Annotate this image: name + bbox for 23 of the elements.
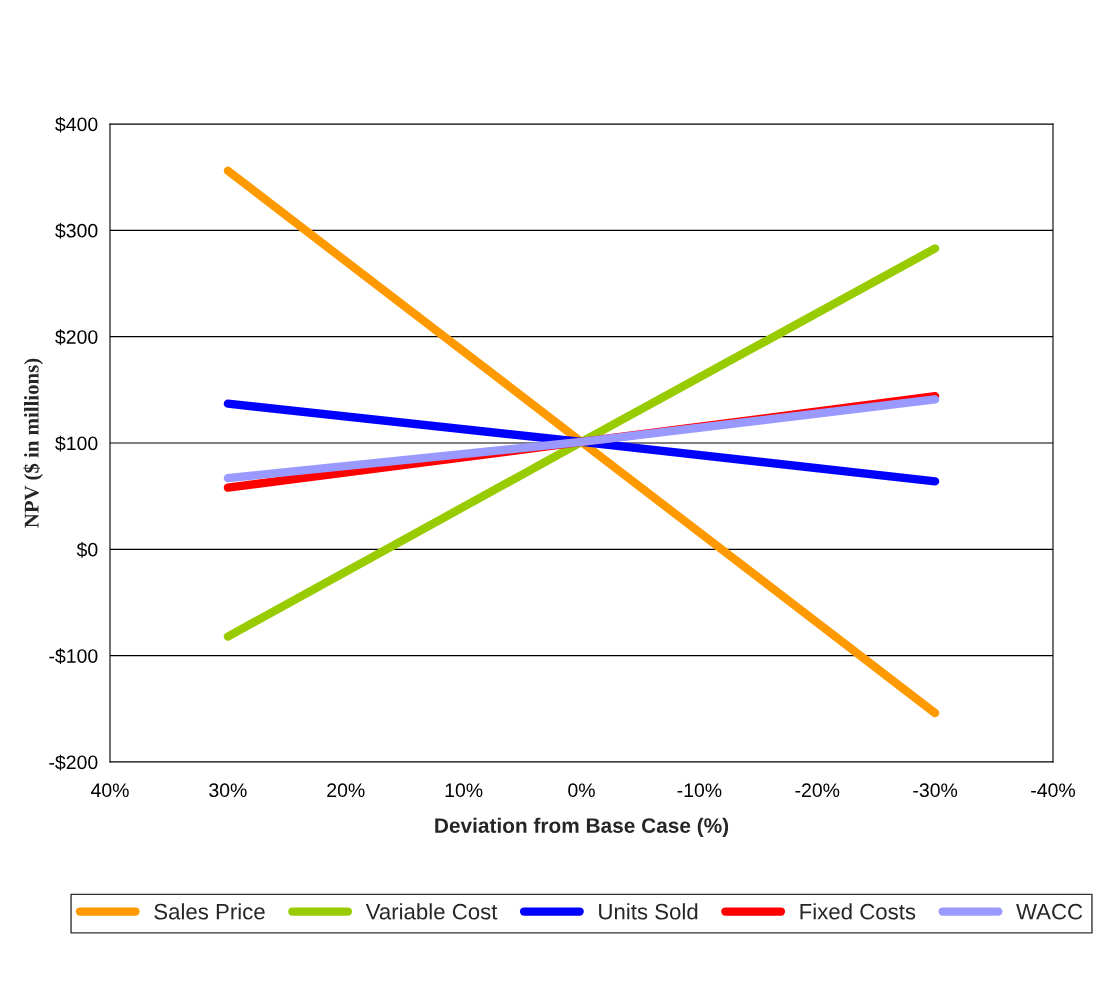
y-tick-label: $400	[55, 116, 98, 133]
legend-label: Variable Cost	[365, 903, 498, 920]
legend-label: WACC	[1016, 903, 1083, 920]
y-tick-label: -$100	[49, 648, 98, 665]
y-tick-label: $200	[55, 329, 98, 346]
y-tick-label: $100	[55, 435, 98, 452]
legend-label: Units Sold	[599, 903, 698, 920]
x-axis-title: Deviation from Base Case (%)	[435, 817, 729, 838]
y-tick-label: -$200	[49, 754, 98, 771]
x-tick-label: 10%	[445, 783, 483, 798]
x-tick-label: 20%	[327, 783, 365, 798]
x-tick-label: -20%	[795, 783, 840, 798]
x-tick-label: 0%	[568, 783, 595, 798]
x-tick-label: 40%	[90, 783, 129, 798]
y-tick-label: $300	[55, 222, 98, 239]
legend-label: Fixed Costs	[800, 903, 916, 920]
y-axis-title: NPV ($ in millions)	[23, 358, 43, 528]
x-tick-label: 30%	[209, 783, 247, 798]
x-tick-label: -10%	[677, 783, 722, 798]
x-tick-label: -40%	[1031, 783, 1076, 798]
legend-label: Sales Price	[154, 903, 265, 920]
x-tick-label: -30%	[913, 783, 958, 798]
y-tick-label: $0	[76, 541, 98, 558]
